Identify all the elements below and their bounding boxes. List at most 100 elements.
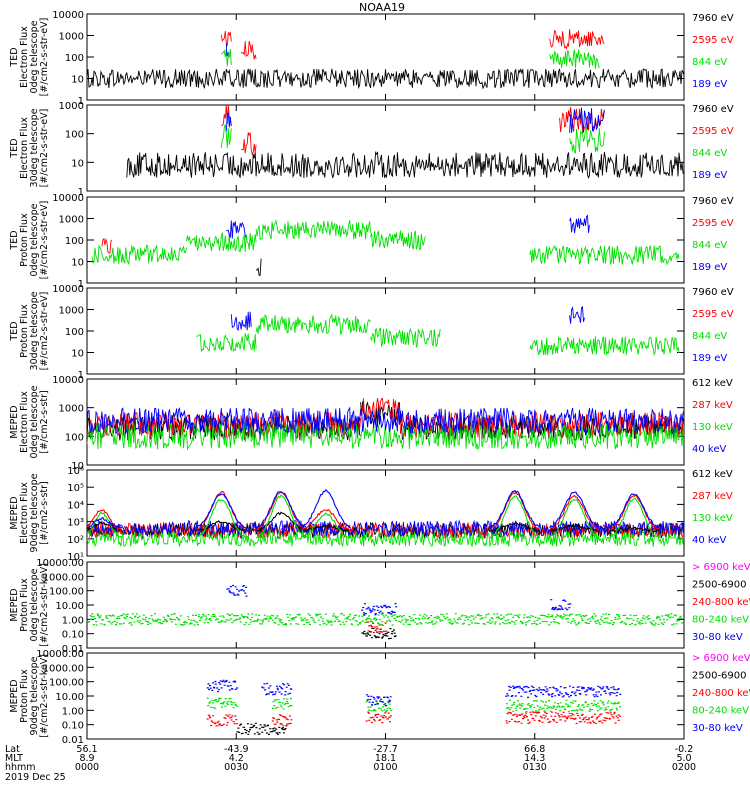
x-tick-label: 0030 — [224, 762, 248, 773]
peak-curve-blue — [549, 491, 600, 529]
series-line-green — [186, 232, 257, 252]
data-marks — [87, 584, 684, 640]
y-tick-label: 1.00 — [62, 706, 84, 717]
y-axis-label: TEDElectron Flux30deg telescope[#/cm2-s-… — [9, 108, 50, 187]
legend-entry: 612 keV — [692, 469, 733, 480]
chart-title: NOAA19 — [359, 1, 405, 14]
data-marks — [206, 679, 622, 735]
x-tick-label: 0100 — [373, 762, 397, 773]
series-line-red — [241, 132, 257, 156]
peak-curve-blue — [87, 516, 123, 530]
y-tick-label: 10¹ — [67, 552, 84, 563]
y-tick-label: 10² — [67, 535, 84, 546]
peak-curve-green — [300, 512, 351, 539]
data-points-red — [271, 714, 293, 727]
y-tick-label: 1000 — [59, 404, 84, 415]
y-tick-label: 0.10 — [62, 630, 84, 641]
y-tick-label: 10⁴ — [67, 500, 84, 511]
peak-curve-blue — [300, 488, 352, 529]
series-line-black — [126, 150, 684, 179]
x-tick-label: -0.2 — [675, 744, 694, 755]
x-tick-label: -43.9 — [224, 744, 249, 755]
series-line-blue — [230, 311, 252, 332]
y-tick-label: 0.10 — [62, 721, 84, 732]
legend-entry: 30-80 keV — [692, 723, 743, 734]
series-line-blue — [87, 406, 684, 435]
y-tick-label: 10 — [71, 75, 84, 86]
series-line-green — [370, 230, 426, 250]
series-line-blue — [569, 214, 590, 234]
legend-entry: 844 eV — [692, 240, 727, 251]
series-line-red — [549, 29, 605, 50]
y-tick-label: 100 — [65, 130, 84, 141]
data-marks — [126, 105, 684, 179]
y-tick-label: 10 — [71, 349, 84, 360]
y-tick-label: 10000 — [52, 193, 84, 204]
data-points-blue — [550, 599, 572, 611]
y-tick-label: 1000 — [59, 32, 84, 43]
series-line-red — [101, 237, 113, 254]
legend-entry: 844 eV — [692, 57, 727, 68]
peak-curve-blue — [609, 493, 660, 529]
data-points-blue — [361, 603, 398, 616]
panel-frame — [86, 469, 685, 557]
x-tick-label: 56.1 — [76, 744, 97, 755]
y-tick-label: 100.00 — [49, 678, 84, 689]
x-row-label: Lat — [5, 744, 20, 755]
x-row-label: MLT — [5, 753, 23, 764]
peak-curve-black — [255, 511, 307, 532]
peak-curve-green — [549, 498, 600, 539]
data-points-red — [366, 621, 388, 634]
x-tick-label: 5.0 — [676, 753, 691, 764]
data-marks — [87, 488, 684, 548]
y-tick-label: 10⁵ — [67, 483, 84, 494]
legend-entry: 30-80 keV — [692, 632, 743, 643]
legend-entry: 240-800 keV — [692, 688, 750, 699]
peak-curve-green — [195, 498, 247, 539]
legend-entry: 130 keV — [692, 422, 733, 433]
legend-entry: 7960 eV — [692, 287, 734, 298]
x-tick-label: 4.2 — [229, 753, 244, 764]
data-points-blue — [366, 694, 392, 707]
peak-curve-green — [489, 495, 541, 539]
peak-curve-green — [255, 494, 307, 539]
legend-entry: 2595 eV — [692, 35, 734, 46]
panel-2: 1 10 100 1000 TEDElectron Flux30deg telescop… — [9, 101, 734, 198]
series-line-green — [370, 327, 441, 349]
y-tick-label: 1.00 — [62, 615, 84, 626]
series-line-green — [196, 333, 257, 353]
legend-entry: 7960 eV — [692, 104, 734, 115]
y-tick-label: 0.01 — [62, 735, 84, 746]
data-points-red — [206, 714, 239, 727]
y-tick-label: 10 — [71, 461, 84, 472]
panel-6: 10¹ 10² 10³ 10⁴ 10⁵ 10⁶ MEPEDElectron Flux90de… — [9, 466, 733, 563]
y-tick-label: 10000 — [52, 284, 84, 295]
peak-curve-green — [608, 497, 660, 539]
legend-entry: 189 eV — [692, 353, 727, 364]
series-line-green — [255, 219, 372, 240]
x-tick-label: 14.3 — [524, 753, 545, 764]
peak-curve-red — [609, 495, 660, 531]
data-points-green — [271, 698, 293, 710]
series-line-red — [221, 105, 232, 127]
series-line-blue — [569, 107, 605, 133]
series-line-red — [220, 30, 232, 47]
data-points-blue — [261, 682, 293, 696]
data-points-black — [361, 627, 397, 640]
series-line-blue — [226, 220, 247, 239]
y-axis-label: TEDProton Flux30deg telescope[#/cm2-s-st… — [9, 291, 50, 370]
y-tick-label: 100.00 — [49, 587, 84, 598]
legend-entry: 80-240 keV — [692, 615, 749, 626]
legend-entry: 2500-6900 — [692, 580, 747, 591]
y-tick-label: 1000 — [59, 101, 84, 112]
legend-entry: 7960 eV — [692, 13, 734, 24]
series-line-black — [255, 258, 262, 276]
series-line-red — [360, 397, 401, 423]
date-label: 2019 Dec 25 — [5, 772, 66, 783]
peak-curve-red — [87, 509, 123, 531]
data-points-blue — [206, 679, 239, 693]
data-points-green — [505, 699, 621, 713]
